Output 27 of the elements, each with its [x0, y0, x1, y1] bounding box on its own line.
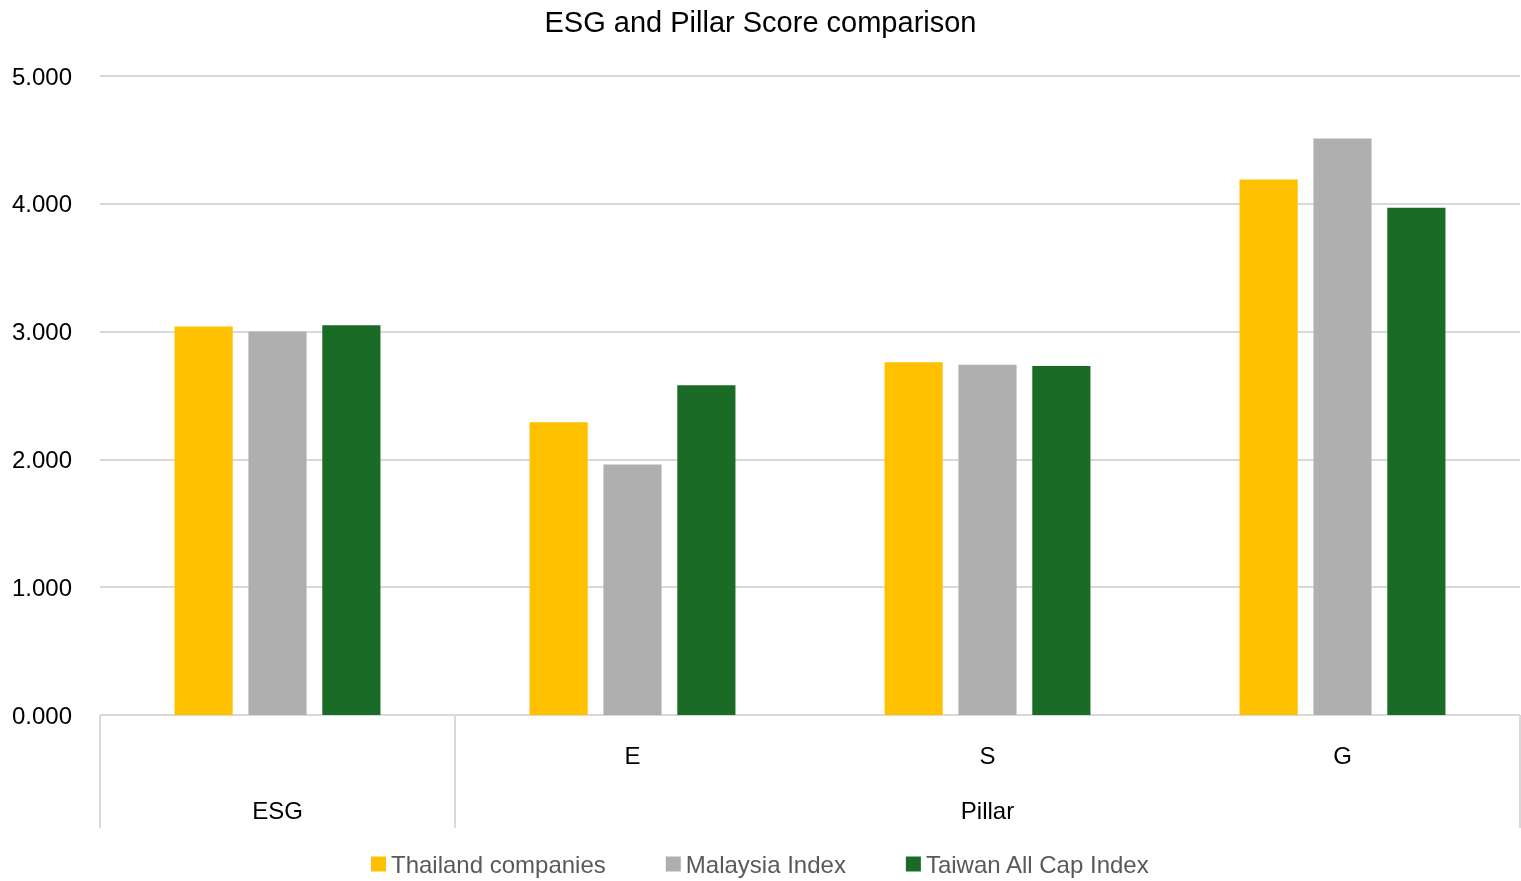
bar: [174, 326, 233, 715]
chart-title: ESG and Pillar Score comparison: [544, 5, 977, 38]
bar: [958, 364, 1017, 715]
y-tick-label: 3.000: [11, 318, 72, 346]
bar: [1032, 366, 1091, 715]
bar: [603, 464, 662, 715]
bar: [884, 362, 943, 715]
text: Pillar: [960, 796, 1015, 824]
bar: [529, 422, 588, 715]
bar: [1239, 179, 1298, 715]
text: ESG: [252, 796, 303, 824]
legend-label: Taiwan All Cap Index: [925, 850, 1149, 878]
y-tick-label: 2.000: [11, 445, 72, 473]
bar: [1387, 207, 1446, 715]
x-tick-label: E: [624, 741, 641, 769]
bar: [248, 331, 307, 715]
legend-label: Thailand companies: [391, 850, 606, 878]
y-tick-label: 4.000: [11, 190, 72, 218]
bar: [677, 385, 736, 715]
bar: [1313, 138, 1372, 715]
x-tick-label: S: [979, 741, 996, 769]
bar: [322, 325, 381, 715]
x-tick-label: G: [1333, 741, 1352, 769]
y-tick-label: 0.000: [11, 701, 72, 729]
y-tick-label: 1.000: [11, 573, 72, 601]
legend-label: Malaysia Index: [685, 850, 846, 878]
y-tick-label: 5.000: [11, 62, 72, 90]
